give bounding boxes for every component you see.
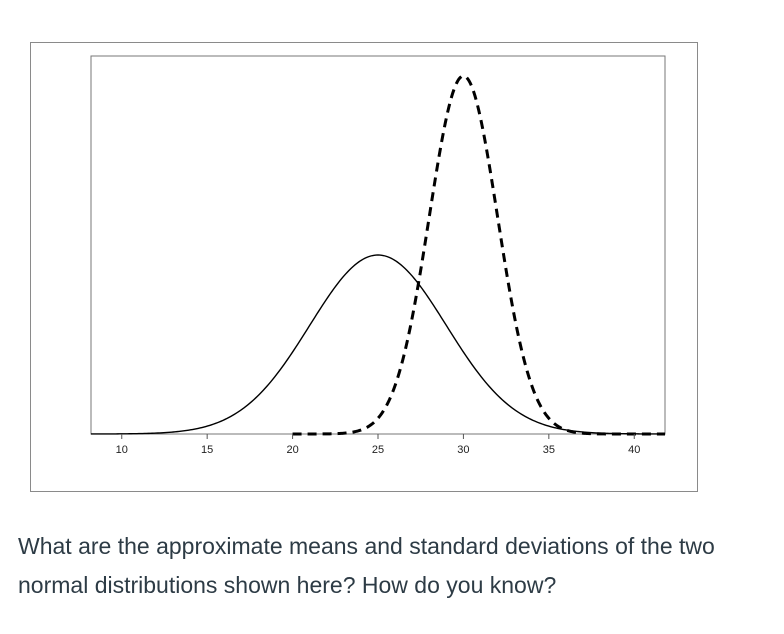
x-tick-label: 30	[457, 444, 469, 456]
x-tick-label: 15	[201, 444, 213, 456]
question-text: What are the approximate means and stand…	[18, 533, 715, 598]
plot-area	[90, 55, 666, 435]
x-tick-label: 40	[628, 444, 640, 456]
series-dashed-curve	[292, 74, 665, 436]
x-tick-label: 25	[372, 444, 384, 456]
x-tick-label: 20	[286, 444, 298, 456]
x-tick-label: 10	[116, 444, 128, 456]
normal-distributions-chart: 10 15 20 25 30 35 40	[90, 55, 666, 456]
x-tick-label: 35	[543, 444, 555, 456]
x-axis-ticks: 10 15 20 25 30 35 40	[116, 434, 640, 456]
